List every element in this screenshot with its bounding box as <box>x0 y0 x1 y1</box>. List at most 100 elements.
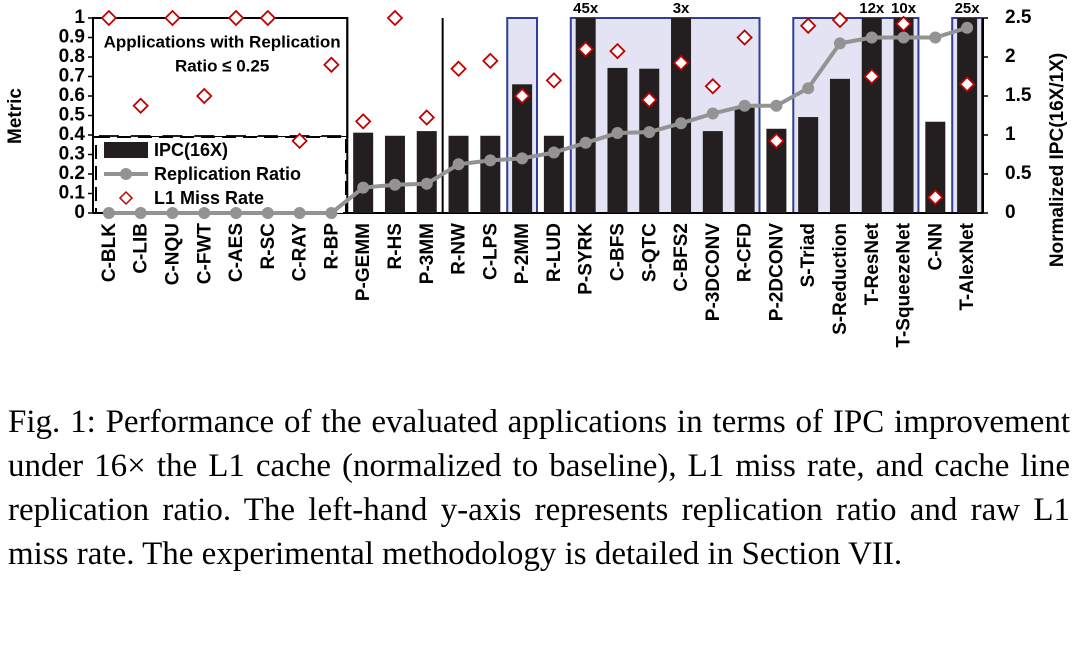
diamond-marker <box>100 9 118 27</box>
bar <box>798 117 819 213</box>
x-tick-label: P-3MM <box>417 223 438 284</box>
diamond-marker <box>513 87 531 105</box>
line-marker <box>198 207 211 219</box>
legend-label: L1 Miss Rate <box>154 188 264 208</box>
legend-label: Replication Ratio <box>154 164 301 184</box>
y-axis-label: Metric <box>5 88 26 144</box>
chart: Metric Normalized IPC(16X/1X) Applicatio… <box>5 0 1068 348</box>
x-tick-label: S-Reduction <box>830 223 851 335</box>
x-tick-label: R-CFD <box>735 223 756 282</box>
bar-value-label: 10x <box>891 0 917 17</box>
line-marker <box>833 37 846 50</box>
y-tick-label: 0.4 <box>59 124 86 145</box>
x-tick-label: T-ResNet <box>862 222 883 305</box>
x-tick-label: C-BFS2 <box>671 223 692 292</box>
x-tick-label: S-QTC <box>639 223 660 282</box>
diamond-marker <box>323 56 340 74</box>
bar <box>925 121 946 213</box>
bar <box>639 68 660 213</box>
x-tick-label: T-AlexNet <box>957 222 978 310</box>
diamond-marker <box>736 29 753 46</box>
x-tick-label: R-HS <box>385 223 406 269</box>
x-tick-label: P-2MM <box>512 223 533 284</box>
line-marker <box>929 31 942 44</box>
bar-value-label: 45x <box>573 0 599 17</box>
legend-swatch <box>120 168 132 180</box>
line-marker <box>675 117 688 130</box>
diamond-marker <box>164 9 181 27</box>
x-tick-label: R-LUD <box>544 223 565 282</box>
x-tick-label: C-BLK <box>99 223 120 282</box>
bar <box>448 135 469 213</box>
y-tick-label: 1 <box>74 7 85 28</box>
bar <box>734 107 755 213</box>
y2-tick-label: 1.5 <box>1005 85 1032 106</box>
x-tick-label: C-RAY <box>290 223 311 282</box>
x-tick-label: P-GEMM <box>353 223 374 301</box>
diamond-marker <box>418 109 436 126</box>
bar-value-label: 3x <box>673 0 690 17</box>
bar <box>416 131 437 213</box>
diamond-marker <box>609 42 626 60</box>
line-marker <box>643 126 656 139</box>
bar <box>512 84 533 213</box>
bar <box>353 132 374 213</box>
y2-axis-label: Normalized IPC(16X/1X) <box>1047 53 1068 267</box>
line-marker <box>388 178 401 191</box>
x-tick-label: C-AES <box>226 223 247 282</box>
figure-caption: Fig. 1: Performance of the evaluated app… <box>8 404 1070 572</box>
line-marker <box>166 207 179 219</box>
legend-swatch <box>118 190 134 206</box>
line-marker <box>452 158 465 171</box>
y2-tick-label: 0 <box>1005 202 1016 223</box>
diamond-marker <box>132 97 149 115</box>
x-tick-label: P-3DCONV <box>703 223 724 322</box>
line-marker <box>484 154 497 167</box>
bar <box>893 18 914 213</box>
diamond-marker <box>831 11 849 29</box>
diamond-marker <box>482 52 499 70</box>
diamond-marker <box>863 68 881 85</box>
diamond-marker <box>450 60 467 77</box>
bar <box>575 18 596 213</box>
line-marker <box>865 31 878 44</box>
line <box>108 25 968 215</box>
bar <box>480 135 501 213</box>
diamond-marker <box>259 9 277 27</box>
x-tick-label: S-Triad <box>798 223 819 287</box>
annotation-text: Applications with Replication <box>104 32 341 51</box>
diamond-marker <box>799 17 817 35</box>
line-marker <box>293 207 306 219</box>
line-marker <box>738 99 751 112</box>
x-tick-label: C-NQU <box>162 223 183 285</box>
line-marker <box>802 82 815 95</box>
y-tick-label: 0.7 <box>59 66 85 87</box>
line-marker <box>547 146 560 159</box>
x-tick-label: C-LPS <box>480 223 501 280</box>
x-tick-label: C-LIB <box>131 223 152 274</box>
x-tick-label: P-SYRK <box>576 223 597 295</box>
bar-value-label: 12x <box>859 0 885 17</box>
diamond-marker <box>768 132 785 150</box>
line-marker <box>325 207 338 219</box>
line-marker <box>961 21 974 34</box>
annotation-text: Ratio ≤ 0.25 <box>175 56 269 75</box>
y2-tick-label: 1 <box>1005 124 1016 145</box>
x-tick-label: T-SqueezeNet <box>894 222 915 347</box>
line-marker <box>261 207 274 219</box>
line-marker <box>134 207 147 219</box>
line-marker <box>230 207 243 219</box>
x-tick-label: R-NW <box>449 223 470 275</box>
bar <box>384 135 405 213</box>
legend-swatch <box>104 142 148 158</box>
highlight-region <box>569 17 761 214</box>
line-marker <box>516 152 529 165</box>
x-tick-label: C-BFS <box>607 223 628 281</box>
diamond-marker <box>958 76 976 93</box>
line-marker <box>897 31 910 44</box>
line-marker <box>102 207 115 219</box>
line-marker <box>706 107 719 120</box>
y-tick-label: 0.5 <box>59 105 86 126</box>
line-marker <box>357 181 370 194</box>
